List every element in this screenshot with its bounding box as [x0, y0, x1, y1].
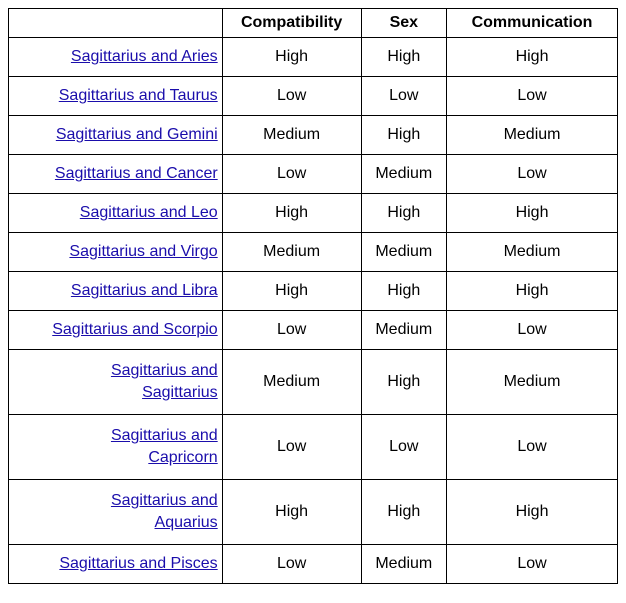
- pair-link[interactable]: Sagittarius and Leo: [80, 202, 218, 224]
- header-compatibility: Compatibility: [222, 9, 361, 38]
- pair-link[interactable]: Sagittarius andAquarius: [111, 490, 218, 533]
- pair-link[interactable]: Sagittarius and Aries: [71, 46, 218, 68]
- communication-cell: Low: [447, 311, 618, 350]
- pair-cell: Sagittarius and Gemini: [9, 116, 223, 155]
- pair-link[interactable]: Sagittarius and Gemini: [56, 124, 218, 146]
- communication-cell: High: [447, 272, 618, 311]
- table-row: Sagittarius and CancerLowMediumLow: [9, 155, 618, 194]
- pair-cell: Sagittarius and Taurus: [9, 77, 223, 116]
- communication-cell: Low: [447, 415, 618, 480]
- pair-cell: Sagittarius andSagittarius: [9, 350, 223, 415]
- table-row: Sagittarius and PiscesLowMediumLow: [9, 545, 618, 584]
- sex-cell: Medium: [361, 233, 446, 272]
- compatibility-cell: High: [222, 38, 361, 77]
- table-row: Sagittarius and TaurusLowLowLow: [9, 77, 618, 116]
- sex-cell: High: [361, 116, 446, 155]
- pair-link[interactable]: Sagittarius and Cancer: [55, 163, 218, 185]
- sex-cell: High: [361, 480, 446, 545]
- compatibility-cell: Medium: [222, 116, 361, 155]
- sex-cell: Medium: [361, 311, 446, 350]
- sex-cell: Medium: [361, 155, 446, 194]
- header-pair: [9, 9, 223, 38]
- table-row: Sagittarius andAquariusHighHighHigh: [9, 480, 618, 545]
- table-row: Sagittarius and VirgoMediumMediumMedium: [9, 233, 618, 272]
- table-header-row: Compatibility Sex Communication: [9, 9, 618, 38]
- compatibility-cell: High: [222, 194, 361, 233]
- pair-link[interactable]: Sagittarius and Virgo: [69, 241, 217, 263]
- pair-link[interactable]: Sagittarius and Libra: [71, 280, 218, 302]
- pair-cell: Sagittarius andAquarius: [9, 480, 223, 545]
- table-row: Sagittarius and GeminiMediumHighMedium: [9, 116, 618, 155]
- table-row: Sagittarius and ScorpioLowMediumLow: [9, 311, 618, 350]
- pair-link[interactable]: Sagittarius and Pisces: [59, 553, 217, 575]
- pair-link[interactable]: Sagittarius andCapricorn: [111, 425, 218, 468]
- compatibility-cell: High: [222, 480, 361, 545]
- table-row: Sagittarius and AriesHighHighHigh: [9, 38, 618, 77]
- pair-cell: Sagittarius and Leo: [9, 194, 223, 233]
- pair-cell: Sagittarius and Virgo: [9, 233, 223, 272]
- pair-link[interactable]: Sagittarius and Taurus: [59, 85, 218, 107]
- communication-cell: Low: [447, 77, 618, 116]
- table-row: Sagittarius and LibraHighHighHigh: [9, 272, 618, 311]
- communication-cell: High: [447, 194, 618, 233]
- sex-cell: Low: [361, 415, 446, 480]
- compatibility-cell: Low: [222, 77, 361, 116]
- communication-cell: High: [447, 480, 618, 545]
- communication-cell: Low: [447, 155, 618, 194]
- compatibility-cell: Low: [222, 415, 361, 480]
- pair-cell: Sagittarius and Cancer: [9, 155, 223, 194]
- sex-cell: High: [361, 272, 446, 311]
- pair-link[interactable]: Sagittarius andSagittarius: [111, 360, 218, 403]
- header-sex: Sex: [361, 9, 446, 38]
- sex-cell: High: [361, 350, 446, 415]
- compatibility-table: Compatibility Sex Communication Sagittar…: [8, 8, 618, 584]
- communication-cell: Medium: [447, 233, 618, 272]
- table-row: Sagittarius and LeoHighHighHigh: [9, 194, 618, 233]
- pair-cell: Sagittarius and Libra: [9, 272, 223, 311]
- compatibility-cell: Low: [222, 311, 361, 350]
- table-row: Sagittarius andCapricornLowLowLow: [9, 415, 618, 480]
- pair-link[interactable]: Sagittarius and Scorpio: [52, 319, 217, 341]
- communication-cell: Medium: [447, 116, 618, 155]
- sex-cell: Low: [361, 77, 446, 116]
- pair-cell: Sagittarius andCapricorn: [9, 415, 223, 480]
- sex-cell: Medium: [361, 545, 446, 584]
- pair-cell: Sagittarius and Aries: [9, 38, 223, 77]
- sex-cell: High: [361, 38, 446, 77]
- pair-cell: Sagittarius and Pisces: [9, 545, 223, 584]
- communication-cell: High: [447, 38, 618, 77]
- compatibility-cell: High: [222, 272, 361, 311]
- compatibility-cell: Medium: [222, 350, 361, 415]
- table-row: Sagittarius andSagittariusMediumHighMedi…: [9, 350, 618, 415]
- compatibility-cell: Low: [222, 545, 361, 584]
- header-communication: Communication: [447, 9, 618, 38]
- sex-cell: High: [361, 194, 446, 233]
- pair-cell: Sagittarius and Scorpio: [9, 311, 223, 350]
- communication-cell: Low: [447, 545, 618, 584]
- compatibility-cell: Medium: [222, 233, 361, 272]
- compatibility-cell: Low: [222, 155, 361, 194]
- communication-cell: Medium: [447, 350, 618, 415]
